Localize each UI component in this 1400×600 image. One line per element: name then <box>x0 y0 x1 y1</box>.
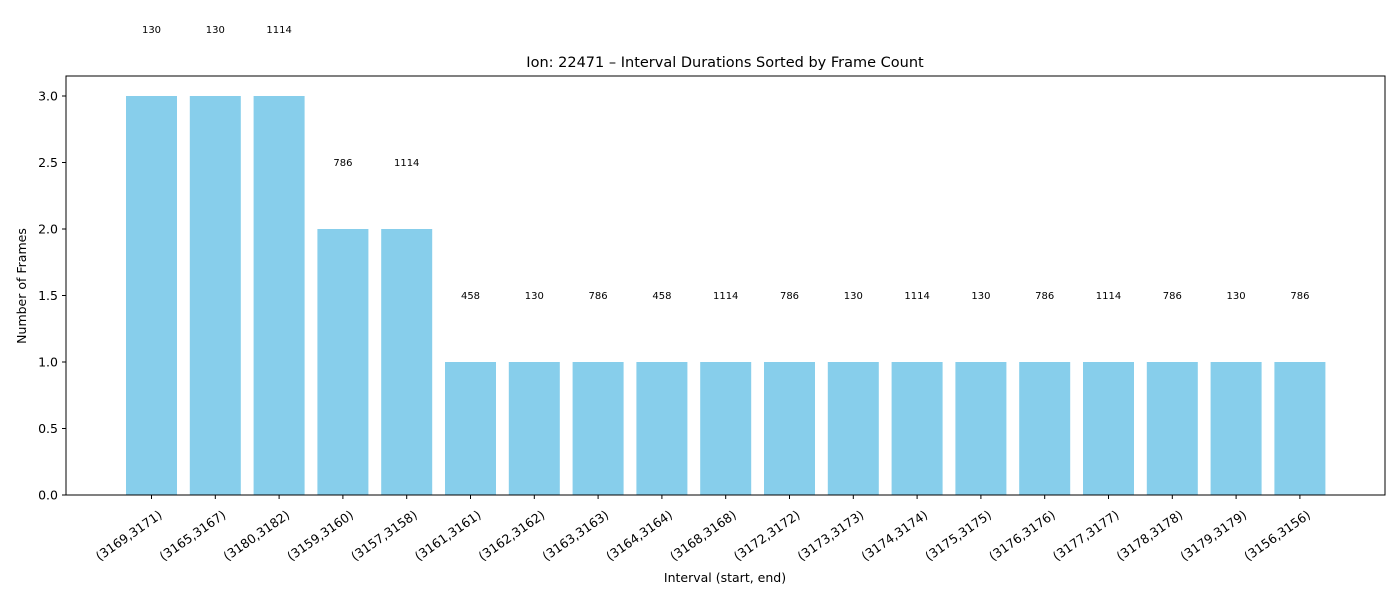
bar-annotation-7: 786 <box>589 291 608 302</box>
x-tick-label-15: (3177,3177) <box>1050 507 1122 564</box>
bar-14 <box>1019 362 1071 495</box>
bar-9 <box>700 362 752 495</box>
bar-annotation-8: 458 <box>652 291 671 302</box>
bar-10 <box>764 362 815 495</box>
bar-18 <box>1274 362 1326 495</box>
y-axis: 0.0 0.5 1.0 1.5 2.0 2.5 3.0 <box>38 89 66 503</box>
bar-5 <box>445 362 496 495</box>
y-tick-label-5: 2.5 <box>38 155 58 170</box>
bar-annotation-3: 786 <box>333 158 352 169</box>
bar-annotation-0: 130 <box>142 25 161 36</box>
x-tick-label-6: (3162,3162) <box>476 507 548 564</box>
bar-16 <box>1146 362 1198 495</box>
bar-annotation-2: 1114 <box>266 25 291 36</box>
x-axis-label: Interval (start, end) <box>664 570 786 585</box>
bar-11 <box>827 362 879 495</box>
x-tick-label-0: (3169,3171) <box>93 507 165 564</box>
bar-annotation-12: 1114 <box>904 291 929 302</box>
bar-annotation-1: 130 <box>206 25 225 36</box>
x-tick-label-9: (3168,3168) <box>667 507 739 564</box>
x-tick-label-7: (3163,3163) <box>539 507 611 564</box>
x-tick-label-13: (3175,3175) <box>922 507 994 564</box>
bar-8 <box>636 362 688 495</box>
bar-annotation-17: 130 <box>1227 291 1246 302</box>
bar-annotation-6: 130 <box>525 291 544 302</box>
x-tick-label-14: (3176,3176) <box>986 507 1058 564</box>
bar-13 <box>955 362 1007 495</box>
x-tick-label-11: (3173,3173) <box>795 507 867 564</box>
bar-annotation-4: 1114 <box>394 158 419 169</box>
x-tick-label-4: (3157,3158) <box>348 507 420 564</box>
y-tick-label-3: 1.5 <box>38 288 58 303</box>
x-axis: (3169,3171)(3165,3167)(3180,3182)(3159,3… <box>93 495 1313 564</box>
bar-annotations-group: 130 130 1114 786 1114 458 130 786 458 1114 786 130 1… <box>142 25 1309 302</box>
bar-3 <box>317 229 369 495</box>
bar-annotation-10: 786 <box>780 291 799 302</box>
y-tick-label-1: 0.5 <box>38 421 58 436</box>
x-tick-label-1: (3165,3167) <box>157 507 229 564</box>
bar-1 <box>189 96 241 495</box>
x-tick-label-5: (3161,3161) <box>412 507 484 564</box>
chart-title: Ion: 22471 – Interval Durations Sorted b… <box>526 55 924 71</box>
bar-4 <box>381 229 433 495</box>
y-tick-label-4: 2.0 <box>38 222 58 237</box>
bar-6 <box>508 362 560 495</box>
x-tick-label-10: (3172,3172) <box>731 507 803 564</box>
bar-annotation-11: 130 <box>844 291 863 302</box>
bar-15 <box>1083 362 1134 495</box>
bars-group <box>126 96 1326 495</box>
x-tick-label-3: (3159,3160) <box>284 507 356 564</box>
bar-2 <box>253 96 305 495</box>
x-tick-label-12: (3174,3174) <box>858 507 930 564</box>
bar-annotation-16: 786 <box>1163 291 1182 302</box>
x-tick-label-16: (3178,3178) <box>1114 507 1186 564</box>
bar-annotation-13: 130 <box>971 291 990 302</box>
x-tick-label-18: (3156,3156) <box>1241 507 1313 564</box>
bar-0 <box>126 96 177 495</box>
y-tick-label-0: 0.0 <box>38 488 58 503</box>
x-tick-label-8: (3164,3164) <box>603 507 675 564</box>
y-tick-label-6: 3.0 <box>38 89 58 104</box>
bar-annotation-9: 1114 <box>713 291 738 302</box>
y-tick-label-2: 1.0 <box>38 355 58 370</box>
x-tick-label-2: (3180,3182) <box>220 507 292 564</box>
x-tick-label-17: (3179,3179) <box>1177 507 1249 564</box>
bar-7 <box>572 362 624 495</box>
bar-17 <box>1210 362 1262 495</box>
bar-annotation-5: 458 <box>461 291 480 302</box>
bar-12 <box>891 362 943 495</box>
y-axis-label: Number of Frames <box>14 228 29 344</box>
bar-annotation-15: 1114 <box>1096 291 1121 302</box>
bar-annotation-18: 786 <box>1290 291 1309 302</box>
bar-annotation-14: 786 <box>1035 291 1054 302</box>
